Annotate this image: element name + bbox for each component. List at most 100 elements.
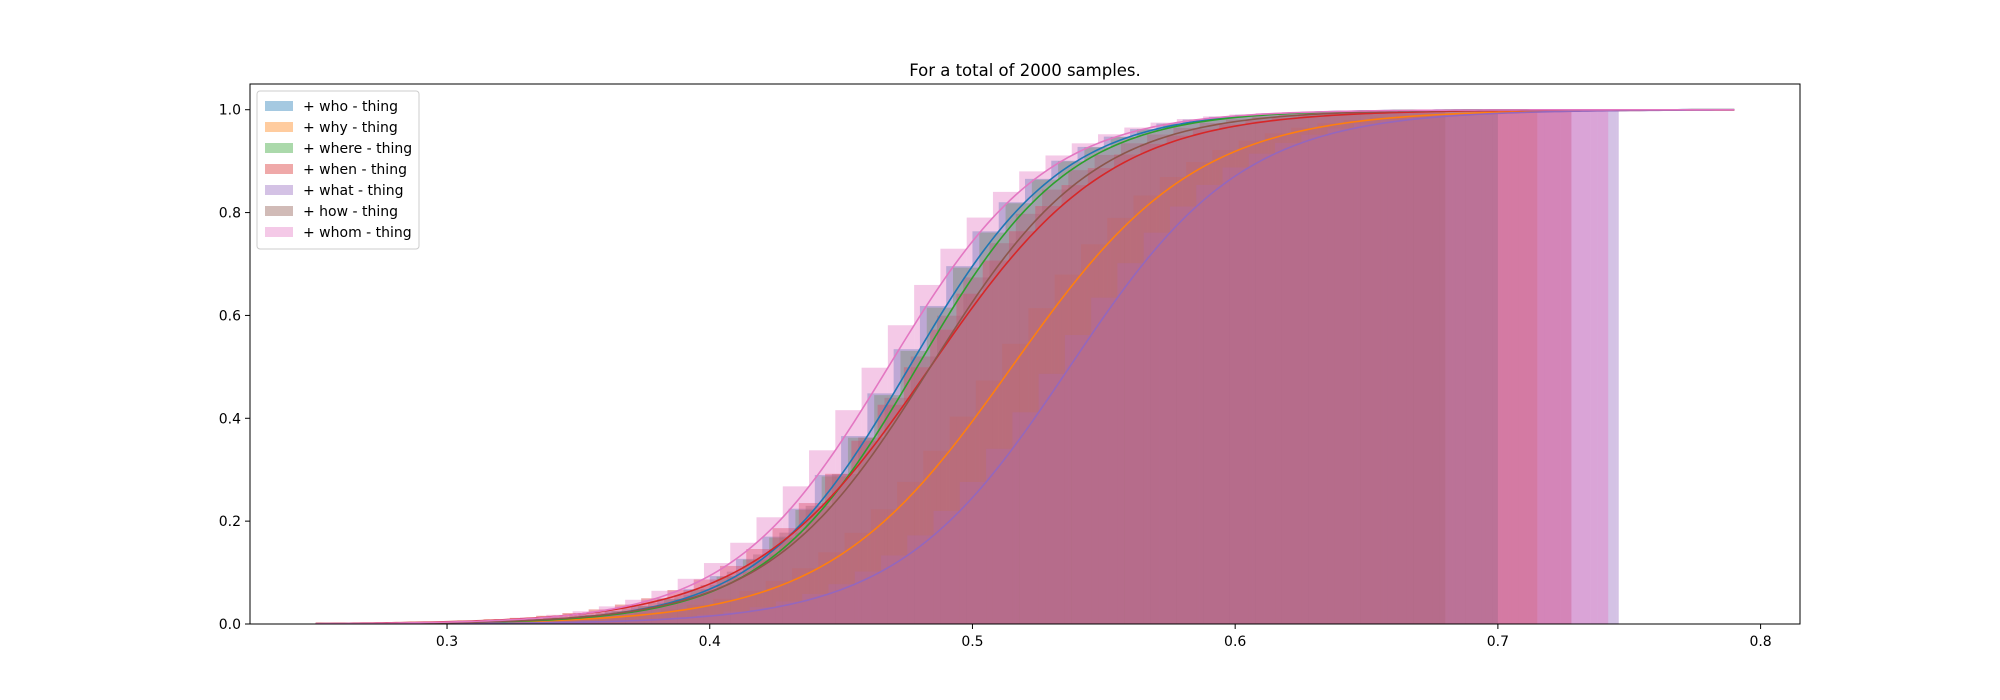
histogram-bar — [1308, 111, 1335, 624]
chart-title: For a total of 2000 samples. — [909, 61, 1141, 80]
histogram-bar — [753, 554, 780, 624]
histogram-bar — [1173, 127, 1200, 624]
histogram-bar — [1478, 109, 1498, 624]
histogram-bar — [713, 598, 740, 624]
histogram-bar — [1425, 110, 1453, 624]
histogram-bar — [1422, 114, 1449, 624]
histogram-bar — [1192, 129, 1220, 624]
histogram-bar — [1399, 110, 1426, 624]
y-axis: 0.0 0.2 0.4 0.6 0.8 1.0 — [219, 103, 250, 633]
histogram-bar — [1084, 147, 1111, 624]
histogram-bar — [1064, 335, 1092, 624]
histogram-bar — [1008, 231, 1036, 624]
histogram-bar — [1117, 263, 1144, 624]
histogram-bar — [949, 416, 976, 624]
cdf-curves-layer — [315, 108, 1735, 624]
histogram-bar — [1465, 109, 1493, 624]
x-tick-label: 0.5 — [961, 634, 983, 650]
histogram-bar — [919, 305, 947, 624]
histogram-bar — [900, 350, 927, 624]
legend-swatch — [265, 185, 293, 195]
histogram-bar — [1186, 161, 1213, 624]
legend-item-where-thing: + where - thing — [265, 141, 412, 157]
histogram-bar — [1518, 109, 1545, 624]
legend-swatch — [265, 143, 293, 153]
histogram-bar — [1392, 110, 1420, 624]
histogram-bar — [1350, 113, 1377, 624]
histogram-bar — [893, 349, 920, 624]
histogram-bar — [1313, 111, 1341, 624]
histogram-bar — [1159, 176, 1187, 624]
legend-item-why-thing: + why - thing — [265, 120, 398, 136]
y-tick-label: 0.2 — [219, 514, 241, 530]
histogram-series-why-thing — [450, 109, 1538, 624]
histogram-bar — [1091, 297, 1118, 624]
histogram-bar — [1534, 110, 1561, 624]
histogram-bar — [1455, 110, 1482, 624]
x-tick-label: 0.3 — [436, 634, 458, 650]
histogram-series-where-thing — [453, 109, 1498, 624]
legend-swatch — [265, 227, 293, 237]
histogram-bar — [686, 604, 714, 624]
histogram-bar — [1320, 111, 1348, 624]
histogram-bar — [1103, 136, 1131, 624]
histogram-bar — [1366, 110, 1393, 624]
histogram-bar — [1304, 113, 1332, 624]
legend-swatch — [265, 164, 293, 174]
histogram-bar — [1170, 206, 1197, 624]
histogram-bar — [1087, 168, 1115, 624]
histogram-bar — [1156, 123, 1183, 624]
legend-swatch — [265, 101, 293, 111]
histogram-bar — [1511, 112, 1538, 624]
histogram-bar — [1225, 119, 1253, 624]
histogram-bar — [956, 293, 983, 624]
histogram-bar — [608, 615, 635, 624]
histogram-bar — [1452, 110, 1479, 624]
histogram-bar — [1248, 153, 1276, 624]
histogram-bar — [1492, 109, 1519, 624]
histogram-bar — [1409, 110, 1437, 624]
histogram-bar — [1343, 119, 1370, 624]
histogram-bar — [1051, 160, 1078, 624]
histogram-bar — [1508, 110, 1535, 624]
histogram-bar — [585, 614, 612, 624]
x-tick-label: 0.8 — [1749, 634, 1771, 650]
histogram-bar — [1590, 110, 1617, 624]
histogram-bar — [1471, 109, 1498, 624]
histogram-bar — [1357, 111, 1384, 624]
histogram-bar — [1297, 115, 1325, 624]
legend-label: + whom - thing — [303, 225, 412, 241]
histogram-bar — [1035, 206, 1062, 624]
histogram-bar — [1485, 112, 1512, 624]
histogram-bar — [933, 510, 960, 624]
legend-item-what-thing: + what - thing — [265, 183, 404, 199]
histogram-bar — [1570, 109, 1598, 624]
histogram-bar — [1208, 116, 1236, 624]
histogram-bar — [1445, 110, 1472, 624]
histogram-bar — [1028, 308, 1055, 624]
histogram-bar — [1287, 112, 1314, 624]
histogram-bar — [1396, 115, 1423, 624]
histogram-bar — [1403, 111, 1430, 624]
cdf-line-whom-thing — [315, 108, 1735, 624]
histogram-bar — [809, 450, 836, 624]
histogram-bar — [1150, 122, 1177, 624]
histogram-bar — [1012, 412, 1039, 624]
legend-item-how-thing: + how - thing — [265, 204, 398, 220]
histogram-bar — [1255, 113, 1282, 624]
histogram-bar — [1045, 155, 1072, 624]
histogram-bar — [936, 315, 964, 624]
histogram-bar — [1176, 119, 1204, 624]
histogram-bar — [1042, 189, 1069, 624]
histogram-bar — [986, 448, 1013, 624]
histogram-bar — [1130, 129, 1157, 624]
y-tick-label: 0.6 — [219, 308, 241, 324]
legend-label: + where - thing — [303, 141, 412, 157]
histogram-bar — [1242, 114, 1269, 624]
histogram-bar — [1406, 117, 1433, 624]
histogram-bar — [914, 284, 941, 624]
histogram-bar — [1245, 120, 1272, 624]
histogram-bar — [532, 619, 559, 624]
histogram-bar — [1229, 114, 1256, 624]
legend-label: + when - thing — [303, 162, 407, 178]
